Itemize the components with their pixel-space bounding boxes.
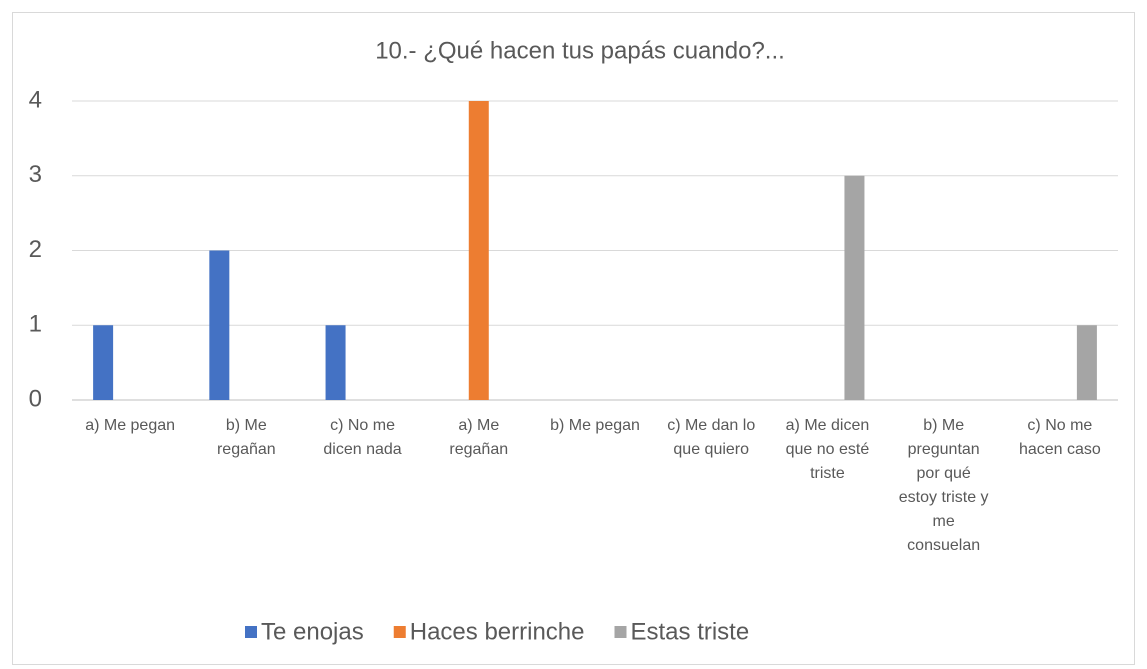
bar (468, 101, 489, 400)
legend-swatch (245, 626, 257, 638)
chart-border (12, 12, 1135, 665)
x-tick-label: b) Me pegan (550, 417, 640, 434)
x-tick-label: a) Me regañan (449, 417, 509, 458)
x-tick-label: a) Me dicen que no esté triste (785, 417, 870, 482)
legend-swatch (393, 626, 406, 638)
x-tick-label: b) Me regañan (216, 417, 276, 458)
legend-label: Estas triste (631, 618, 750, 645)
legend-label: Haces berrinche (410, 618, 585, 645)
bar (93, 325, 114, 400)
x-tick-label: c) Me dan lo que quiero (667, 417, 756, 458)
legend-label: Te enojas (261, 618, 364, 645)
y-tick-label: 0 (29, 385, 42, 412)
x-tick-label: a) Me pegan (85, 417, 176, 434)
bar (325, 325, 346, 400)
x-tick-label: c) No me dicen nada (323, 417, 402, 458)
x-tick-label: b) Me preguntan por qué estoy triste y m… (898, 417, 989, 554)
bar (844, 175, 865, 400)
chart-title: 10.- ¿Qué hacen tus papás cuando?... (375, 37, 785, 64)
y-tick-label: 1 (29, 311, 42, 338)
y-tick-label: 2 (29, 236, 42, 263)
bar (1076, 325, 1097, 400)
legend-swatch (614, 626, 627, 638)
x-tick-label: c) No me hacen caso (1018, 417, 1101, 458)
y-tick-label: 4 (29, 86, 42, 113)
y-tick-label: 3 (29, 161, 42, 188)
bar (209, 250, 230, 400)
